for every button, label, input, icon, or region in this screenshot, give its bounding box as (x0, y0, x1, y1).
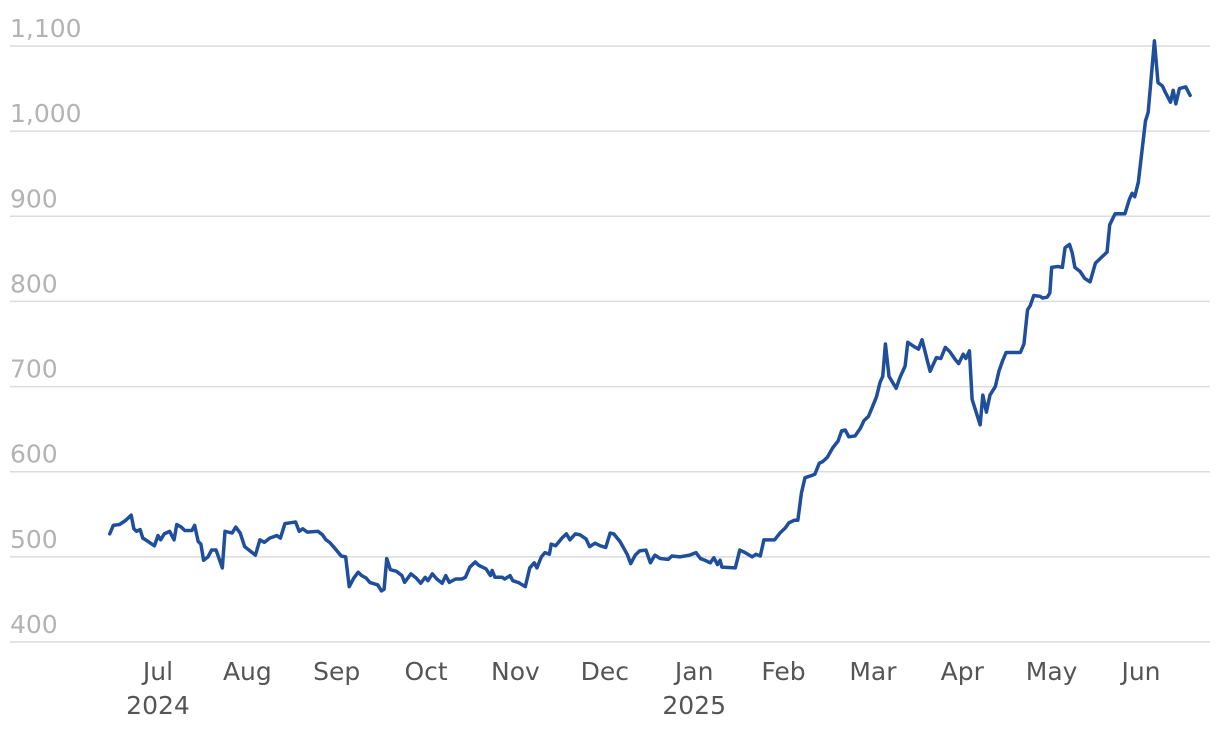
x-tick-label: Oct (404, 657, 447, 686)
x-year-label: 2024 (126, 691, 190, 720)
x-tick-label: Apr (941, 657, 985, 686)
x-tick-label: Sep (313, 657, 360, 686)
x-tick-label: Feb (761, 657, 805, 686)
y-tick-label: 700 (10, 355, 58, 384)
y-tick-label: 500 (10, 525, 58, 554)
y-tick-label: 800 (10, 269, 58, 298)
x-tick-label: Dec (581, 657, 629, 686)
x-year-label: 2025 (662, 691, 726, 720)
price-line (107, 39, 1192, 593)
x-tick-label: Nov (491, 657, 540, 686)
y-tick-label: 900 (10, 184, 58, 213)
x-tick-label: Mar (849, 657, 897, 686)
x-tick-label: May (1026, 657, 1078, 686)
x-tick-label: Jul (141, 657, 173, 686)
y-tick-label: 600 (10, 440, 58, 469)
y-tick-label: 400 (10, 610, 58, 639)
x-tick-label: Jan (673, 657, 714, 686)
x-tick-label: Jun (1119, 657, 1160, 686)
y-tick-label: 1,100 (10, 14, 82, 43)
x-tick-label: Aug (223, 657, 272, 686)
y-tick-label: 1,000 (10, 99, 82, 128)
